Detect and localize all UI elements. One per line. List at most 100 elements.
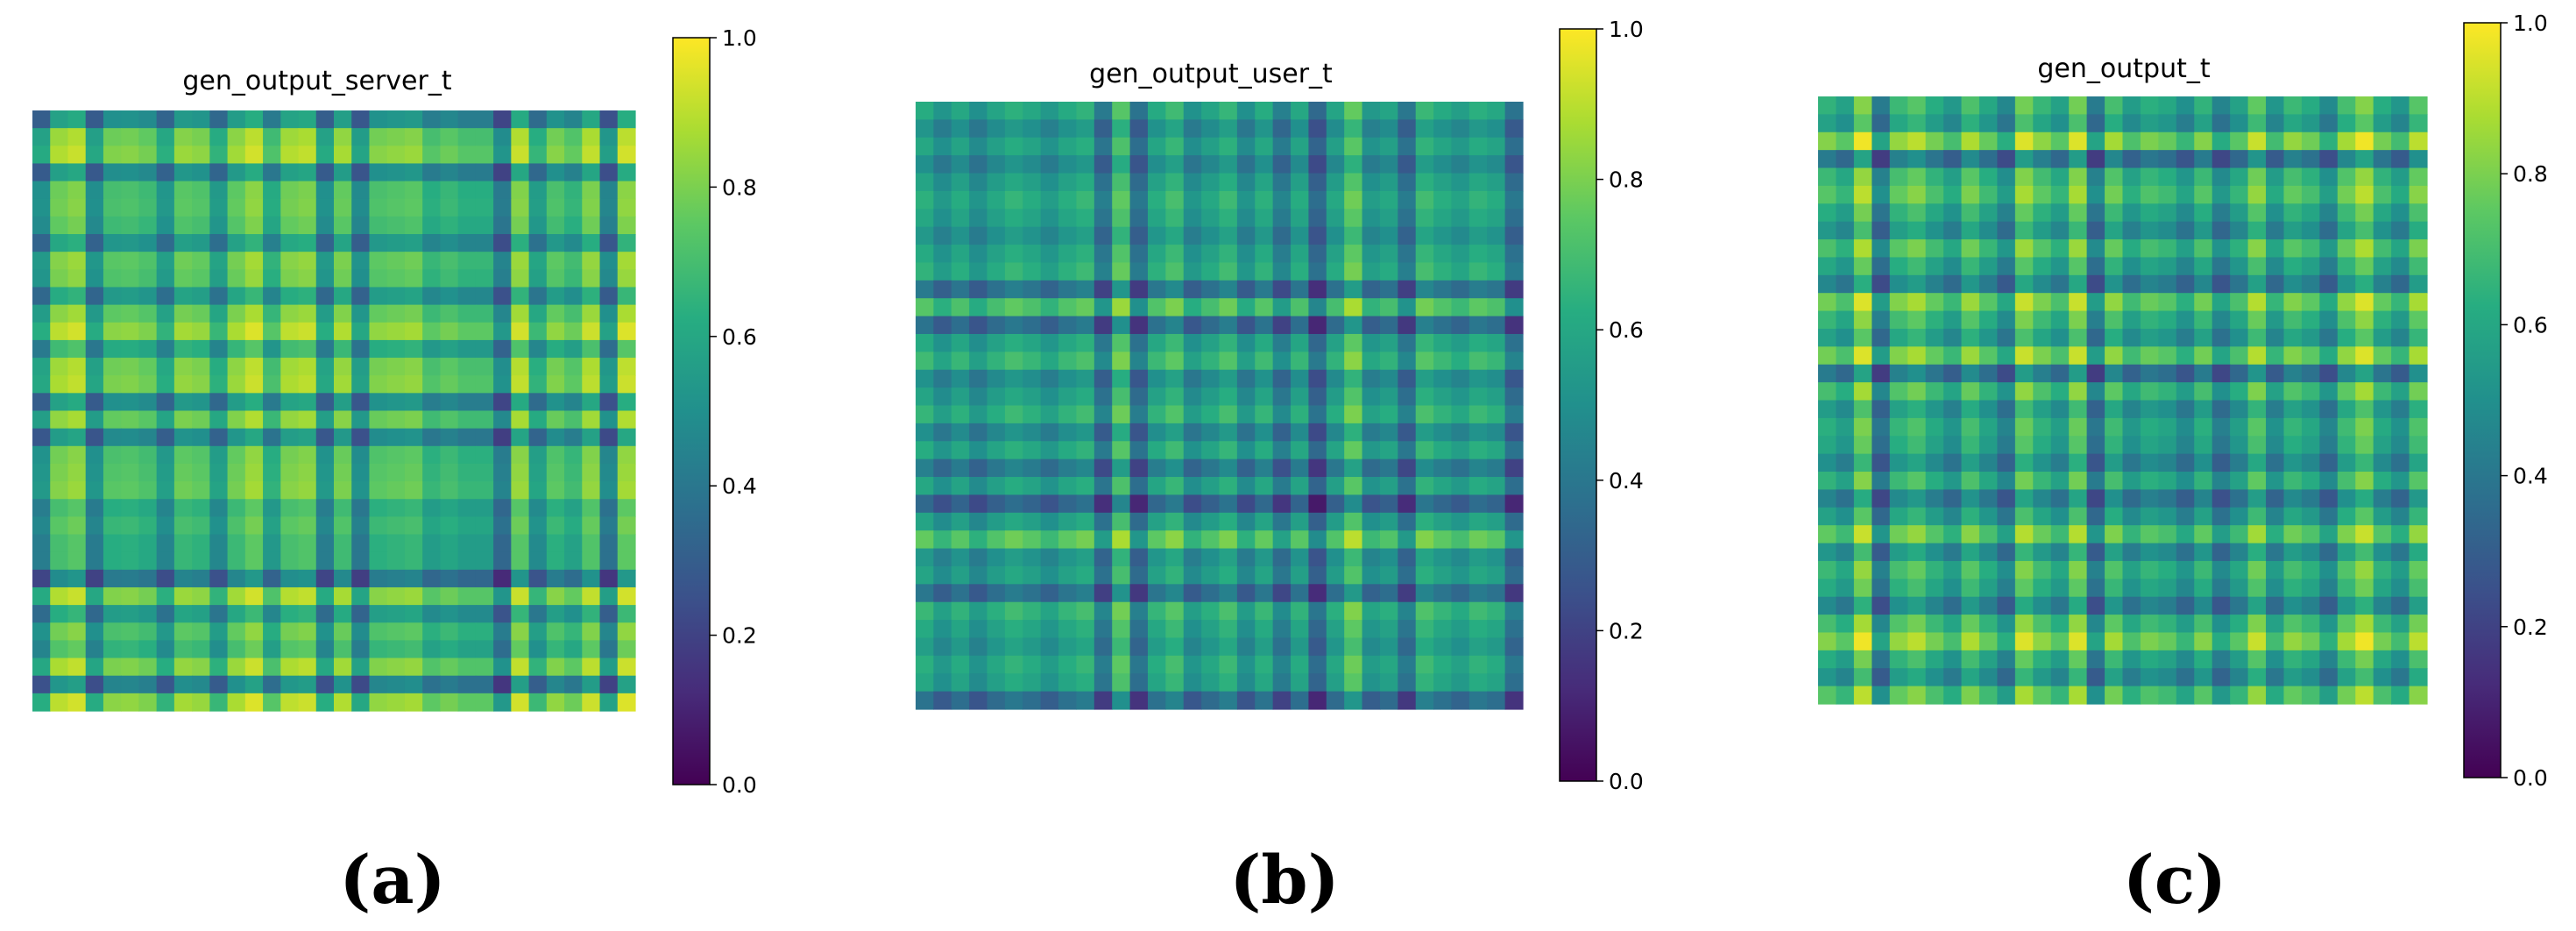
heatmap-cell <box>386 516 406 536</box>
heatmap-cell <box>2158 185 2177 204</box>
heatmap-cell <box>2373 185 2392 204</box>
heatmap-cell <box>599 234 619 252</box>
heatmap-cell <box>32 322 51 341</box>
heatmap-cell <box>1326 620 1345 639</box>
heatmap-cell <box>192 622 210 642</box>
heatmap-cell <box>1943 96 1963 115</box>
heatmap-cell <box>67 640 87 659</box>
heatmap-cell <box>2140 543 2159 562</box>
heatmap-cell <box>173 322 193 341</box>
heatmap-cell <box>475 146 494 165</box>
heatmap-cell <box>475 110 494 129</box>
heatmap-cell <box>315 181 335 200</box>
heatmap-cell <box>2176 436 2195 455</box>
heatmap-cell <box>1040 512 1059 531</box>
heatmap-cell <box>1326 245 1345 264</box>
heatmap-cell <box>50 198 69 217</box>
heatmap-cell <box>404 463 423 482</box>
heatmap-cell <box>156 146 175 165</box>
heatmap-cell <box>617 693 636 712</box>
heatmap-cell <box>85 339 104 359</box>
heatmap-cell <box>156 586 175 606</box>
heatmap-cell <box>2409 293 2428 312</box>
heatmap-cell <box>2247 185 2267 204</box>
heatmap-cell <box>2033 346 2052 366</box>
heatmap-cell <box>386 410 406 430</box>
heatmap-cell <box>1344 155 1363 174</box>
heatmap-cell <box>386 304 406 323</box>
heatmap-cell <box>2194 131 2213 151</box>
heatmap-cell <box>1872 364 1891 383</box>
heatmap-cell <box>916 190 934 210</box>
heatmap-cell <box>2283 453 2303 473</box>
heatmap-cell <box>1112 458 1131 478</box>
heatmap-cell <box>351 128 371 146</box>
heatmap-cell <box>564 181 583 200</box>
heatmap-cell <box>2050 203 2070 223</box>
heatmap-cell <box>209 304 229 323</box>
heatmap-cell <box>1504 458 1524 478</box>
heatmap-cell <box>85 110 104 129</box>
heatmap-cell <box>2176 203 2195 223</box>
heatmap-cell <box>1398 352 1417 371</box>
heatmap-cell <box>440 586 459 606</box>
heatmap-cell <box>298 304 317 323</box>
heatmap-cell <box>1925 436 1944 455</box>
colorbar-tick-label: 0.6 <box>1609 317 1644 343</box>
heatmap-cell <box>2176 96 2195 115</box>
heatmap-cell <box>1872 96 1891 115</box>
heatmap-cell <box>582 181 601 200</box>
heatmap-cell <box>1004 655 1023 674</box>
heatmap-cell <box>475 234 494 252</box>
heatmap-cell <box>1183 477 1202 496</box>
heatmap-cell <box>103 445 122 465</box>
heatmap-cell <box>493 516 512 536</box>
heatmap-cell <box>2409 167 2428 187</box>
heatmap-cell <box>1504 190 1524 210</box>
heatmap-cell <box>916 262 934 281</box>
heatmap-cell <box>1961 293 1980 312</box>
heatmap-cell <box>969 119 988 139</box>
heatmap-cell <box>121 640 140 659</box>
heatmap-cell <box>1836 489 1855 508</box>
heatmap-cell <box>67 551 87 571</box>
heatmap-cell <box>1129 298 1149 317</box>
heatmap-cell <box>298 428 317 447</box>
heatmap-cell <box>1504 226 1524 245</box>
heatmap-cell <box>1129 477 1149 496</box>
heatmap-cell <box>1040 530 1059 550</box>
heatmap-cell <box>404 428 423 447</box>
heatmap-cell <box>2391 167 2410 187</box>
heatmap-cell <box>1058 352 1078 371</box>
heatmap-cell <box>457 463 477 482</box>
heatmap-title: gen_output_t <box>2037 53 2210 84</box>
heatmap-cell <box>1907 417 1927 437</box>
heatmap-cell <box>2355 472 2374 491</box>
heatmap-cell <box>528 216 548 235</box>
heatmap-cell <box>404 110 423 129</box>
heatmap-cell <box>1004 441 1023 460</box>
heatmap-cell <box>582 428 601 447</box>
heatmap-cell <box>209 410 229 430</box>
heatmap-cell <box>2247 560 2267 579</box>
heatmap-cell <box>1433 209 1453 228</box>
heatmap-cell <box>1379 477 1398 496</box>
heatmap-cell <box>493 428 512 447</box>
heatmap-cell <box>156 375 175 394</box>
heatmap-cell <box>2086 632 2105 651</box>
heatmap-cell <box>1058 601 1078 621</box>
heatmap-cell <box>369 481 388 500</box>
heatmap-cell <box>2266 382 2285 402</box>
heatmap-cell <box>1236 352 1256 371</box>
heatmap-cell <box>1836 257 1855 276</box>
heatmap-cell <box>209 128 229 146</box>
heatmap-cell <box>475 216 494 235</box>
heatmap-cell <box>2301 293 2320 312</box>
heatmap-cell <box>2069 274 2088 294</box>
heatmap-cell <box>511 269 530 288</box>
heatmap-cell <box>511 551 530 571</box>
heatmap-cell <box>969 262 988 281</box>
heatmap-cell <box>1362 226 1381 245</box>
heatmap-cell <box>1201 423 1221 442</box>
heatmap-cell <box>2033 167 2052 187</box>
